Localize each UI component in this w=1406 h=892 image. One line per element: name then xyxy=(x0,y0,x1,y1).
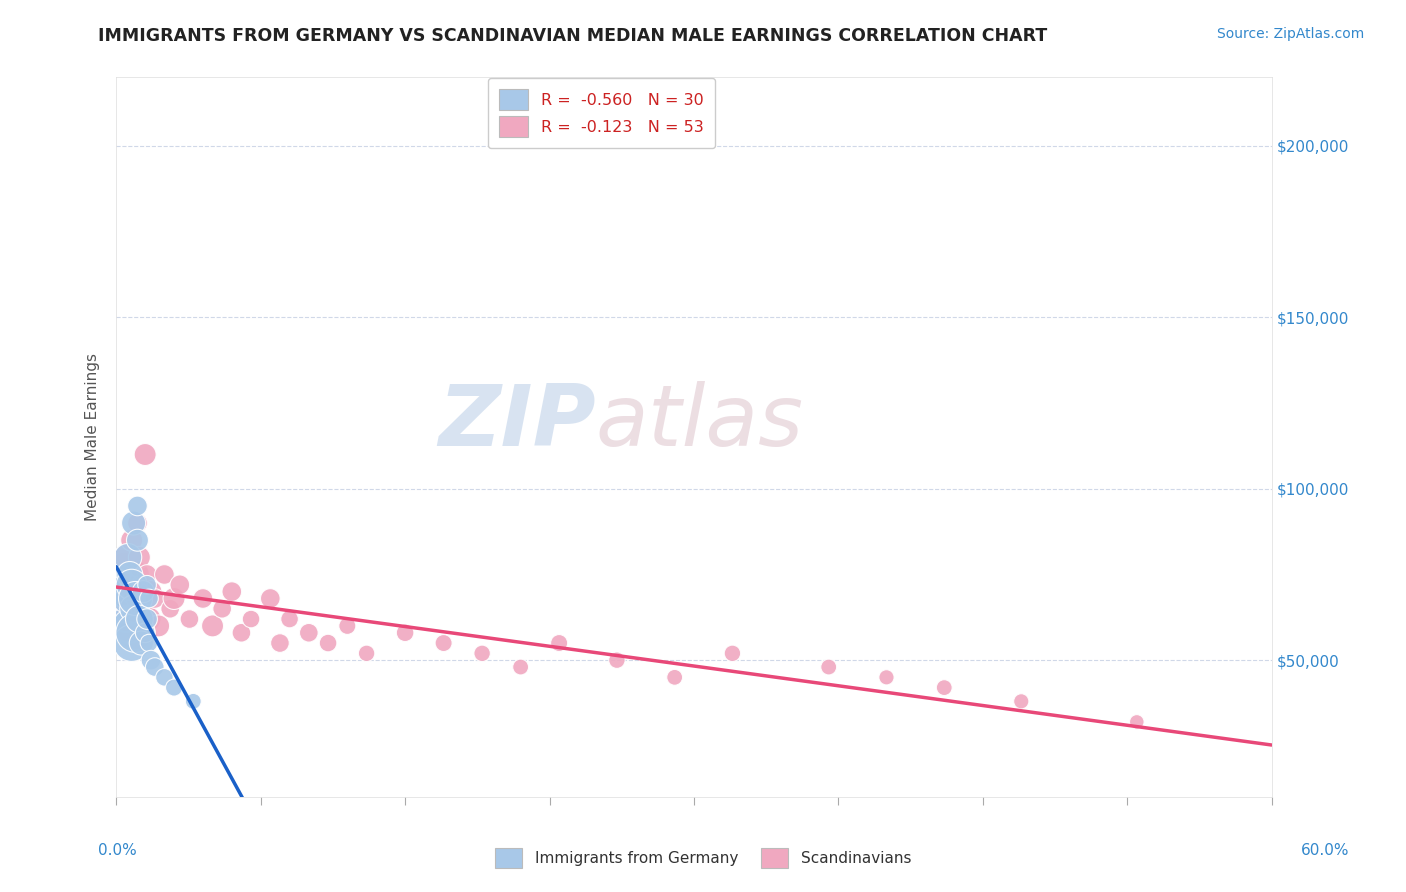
Point xyxy=(509,660,531,674)
Point xyxy=(131,578,153,592)
Point xyxy=(1010,694,1032,708)
Y-axis label: Median Male Earnings: Median Male Earnings xyxy=(86,353,100,521)
Point xyxy=(117,550,139,565)
Point xyxy=(117,550,139,565)
Point xyxy=(159,601,181,615)
Point xyxy=(471,646,494,660)
Point xyxy=(433,636,456,650)
Point xyxy=(356,646,378,660)
Point xyxy=(134,448,156,462)
Point xyxy=(163,681,186,695)
Point xyxy=(115,578,138,592)
Point xyxy=(128,612,150,626)
Point xyxy=(336,619,359,633)
Point xyxy=(121,533,143,548)
Point xyxy=(269,636,291,650)
Point xyxy=(221,584,243,599)
Text: IMMIGRANTS FROM GERMANY VS SCANDINAVIAN MEDIAN MALE EARNINGS CORRELATION CHART: IMMIGRANTS FROM GERMANY VS SCANDINAVIAN … xyxy=(98,27,1047,45)
Point xyxy=(112,558,135,572)
Text: 60.0%: 60.0% xyxy=(1302,843,1350,858)
Point xyxy=(211,601,233,615)
Point xyxy=(121,601,143,615)
Point xyxy=(121,636,143,650)
Point xyxy=(118,619,141,633)
Point xyxy=(136,612,159,626)
Point xyxy=(606,653,628,667)
Point xyxy=(143,660,166,674)
Point xyxy=(127,499,149,513)
Legend: R =  -0.560   N = 30, R =  -0.123   N = 53: R = -0.560 N = 30, R = -0.123 N = 53 xyxy=(488,78,714,148)
Point xyxy=(124,591,146,606)
Point xyxy=(132,601,155,615)
Point xyxy=(316,636,339,650)
Point xyxy=(134,625,156,640)
Point xyxy=(664,670,686,684)
Point xyxy=(112,625,135,640)
Point xyxy=(1126,714,1149,729)
Legend: Immigrants from Germany, Scandinavians: Immigrants from Germany, Scandinavians xyxy=(488,840,918,875)
Point xyxy=(122,584,145,599)
Point xyxy=(139,584,162,599)
Point xyxy=(240,612,263,626)
Point xyxy=(875,670,897,684)
Point xyxy=(278,612,301,626)
Point xyxy=(163,591,186,606)
Text: 0.0%: 0.0% xyxy=(98,843,138,858)
Point xyxy=(191,591,214,606)
Point xyxy=(128,591,150,606)
Point xyxy=(111,578,134,592)
Point xyxy=(115,612,138,626)
Point xyxy=(169,578,191,592)
Point xyxy=(122,601,145,615)
Point xyxy=(139,653,162,667)
Point xyxy=(124,625,146,640)
Point xyxy=(201,619,224,633)
Point xyxy=(259,591,281,606)
Point xyxy=(817,660,839,674)
Point xyxy=(124,567,146,582)
Point xyxy=(122,516,145,530)
Text: Source: ZipAtlas.com: Source: ZipAtlas.com xyxy=(1216,27,1364,41)
Point xyxy=(181,694,204,708)
Point xyxy=(118,578,141,592)
Point xyxy=(117,612,139,626)
Text: atlas: atlas xyxy=(596,382,804,465)
Point xyxy=(231,625,253,640)
Point xyxy=(143,591,166,606)
Point xyxy=(111,567,134,582)
Point xyxy=(127,533,149,548)
Point xyxy=(934,681,956,695)
Point xyxy=(298,625,321,640)
Point xyxy=(136,578,159,592)
Point xyxy=(128,550,150,565)
Point xyxy=(136,567,159,582)
Point xyxy=(148,619,170,633)
Point xyxy=(138,636,160,650)
Point xyxy=(153,670,176,684)
Point xyxy=(121,578,143,592)
Point xyxy=(138,612,160,626)
Point xyxy=(394,625,416,640)
Point xyxy=(127,516,149,530)
Point xyxy=(124,625,146,640)
Point xyxy=(132,584,155,599)
Point xyxy=(721,646,744,660)
Point xyxy=(548,636,571,650)
Point xyxy=(131,636,153,650)
Point xyxy=(118,567,141,582)
Point xyxy=(153,567,176,582)
Point xyxy=(138,591,160,606)
Point xyxy=(117,591,139,606)
Point xyxy=(112,591,135,606)
Text: ZIP: ZIP xyxy=(439,382,596,465)
Point xyxy=(115,591,138,606)
Point xyxy=(179,612,201,626)
